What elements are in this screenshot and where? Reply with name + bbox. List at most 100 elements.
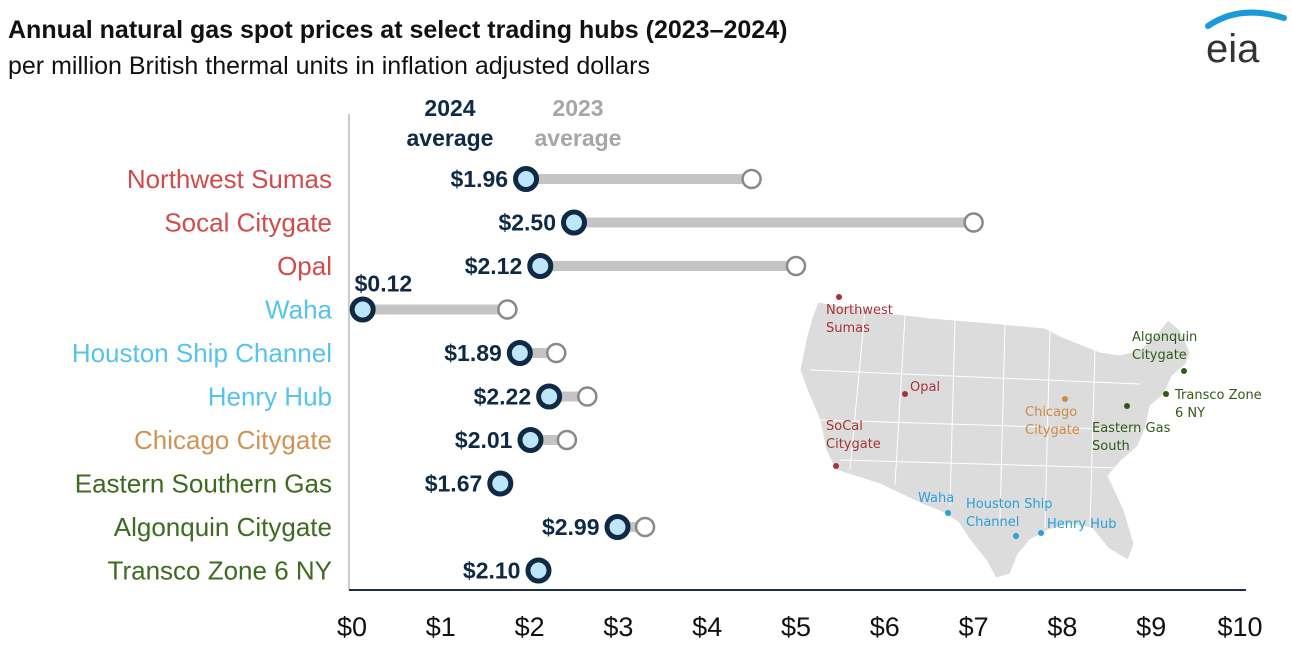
legend-2024-line2: average [407,125,494,151]
map-hub-label: Transco Zone [1174,388,1262,403]
point-2024 [506,340,533,366]
map-hub-henry: Henry Hub [1038,517,1116,536]
x-tick-label: $10 [1217,612,1262,642]
map-hub-label: Citygate [826,437,881,452]
point-2023 [545,342,567,364]
point-2024 [536,383,563,410]
x-tick-label: $6 [870,612,900,642]
point-2024 [513,166,540,192]
hub-name: Houston Ship Channel [72,338,332,368]
point-2023 [556,429,578,451]
value-label-2024: $2.50 [498,210,556,236]
point-2023 [497,299,518,320]
map-hub-dot [1013,533,1019,539]
x-tick-label: $8 [1047,612,1077,642]
map-hub-label: Algonquin [1132,330,1197,345]
legend: 2024 average 2023 average [407,95,622,151]
hub-name: Chicago Citygate [134,425,332,455]
map-hub-label: Northwest [826,303,893,318]
x-tick-label: $9 [1136,612,1166,642]
point-2024 [349,296,376,323]
map-hub-transco: Transco Zone 6 NY [1163,388,1262,421]
point-2024 [561,209,587,236]
eia-logo: eia [1205,9,1287,71]
hub-row: Henry Hub $2.22 [208,382,598,412]
x-tick-label: $5 [781,612,811,642]
map-hub-socal: SoCal Citygate [826,419,881,469]
map-hub-waha: Waha [918,491,954,516]
hub-row: Opal $2.12 [277,251,807,281]
map-labels: Northwest Sumas Opal SoCal Citygate Waha Houst… [826,294,1262,539]
hub-row: Algonquin Citygate $2.99 [114,512,656,542]
hub-rows: Northwest Sumas $1.96 Socal Citygate $2.50 O… [72,164,984,586]
hub-row: Houston Ship Channel $1.89 [72,338,567,368]
point-2024 [487,470,514,497]
value-label-2024: $2.12 [465,253,523,279]
chart-title: Annual natural gas spot prices at select… [8,16,787,44]
hub-name: Algonquin Citygate [114,512,332,542]
hub-name: Transco Zone 6 NY [108,556,332,586]
us-map-state-borders [809,309,1141,529]
chart-subtitle: per million British thermal units in inf… [8,52,650,80]
map-hub-label: Waha [918,491,954,506]
point-2024 [517,427,544,453]
point-2023 [741,168,762,190]
map-hub-label: Opal [910,380,940,395]
legend-2023-line1: 2023 [552,95,603,121]
hub-name: Northwest Sumas [127,164,332,194]
map-hub-dot [1038,530,1044,536]
x-tick-label: $3 [603,612,633,642]
map-hub-nw-sumas: Northwest Sumas [826,294,893,336]
hub-row: Socal Citygate $2.50 [164,208,984,238]
value-label-2024: $2.99 [542,514,600,540]
map-hub-eastern: Eastern Gas South [1092,403,1171,454]
map-hub-dot [836,294,842,300]
hub-row: Eastern Southern Gas $1.67 [75,469,514,499]
us-map-land [799,301,1191,579]
value-label-2024: $1.89 [444,340,502,366]
hub-row: Transco Zone 6 NY $2.10 [108,556,552,586]
point-2023 [634,516,656,538]
x-axis-ticks: $0 $1 $2 $3 $4 $5 $6 $7 $8 $9 $10 [337,612,1263,642]
map-hub-label: Citygate [1132,348,1187,363]
value-label-2024: $1.67 [425,471,483,497]
map-hub-label: Houston Ship [966,497,1053,512]
map-hub-dot [1163,391,1169,397]
x-tick-label: $7 [959,612,989,642]
map-hub-label: Sumas [826,321,870,336]
point-2023 [963,212,984,233]
hub-row: Waha $0.12 [265,271,518,325]
legend-2024-line1: 2024 [424,95,475,121]
x-tick-label: $0 [337,612,367,642]
eia-logo-text: eia [1206,27,1260,71]
legend-2023-line2: average [535,125,622,151]
hub-name: Opal [277,251,332,281]
value-label-2024: $0.12 [355,271,413,297]
map-hub-label: Channel [966,515,1019,530]
map-hub-dot [945,510,951,516]
map-hub-houston: Houston Ship Channel [966,497,1053,539]
hub-name: Henry Hub [208,382,332,412]
map-hub-opal: Opal [902,380,940,397]
point-2023 [785,255,807,277]
hub-name: Waha [265,295,332,325]
point-2024 [604,514,631,540]
map-hub-label: 6 NY [1175,406,1205,421]
map-hub-dot [1062,396,1068,402]
map-hub-label: Eastern Gas [1092,421,1171,436]
value-label-2024: $2.01 [455,427,513,453]
value-label-2024: $1.96 [450,166,508,192]
us-map-inset: Northwest Sumas Opal SoCal Citygate Waha Houst… [799,294,1262,579]
map-hub-label: South [1092,439,1130,454]
x-tick-label: $4 [692,612,722,642]
map-hub-label: Citygate [1025,423,1080,438]
hub-row: Northwest Sumas $1.96 [127,164,762,194]
hub-name: Eastern Southern Gas [75,469,332,499]
x-tick-label: $1 [426,612,456,642]
map-hub-dot [902,391,908,397]
map-hub-dot [833,463,839,469]
map-hub-label: SoCal [826,419,863,434]
x-tick-label: $2 [515,612,545,642]
map-hub-dot [1181,368,1187,374]
